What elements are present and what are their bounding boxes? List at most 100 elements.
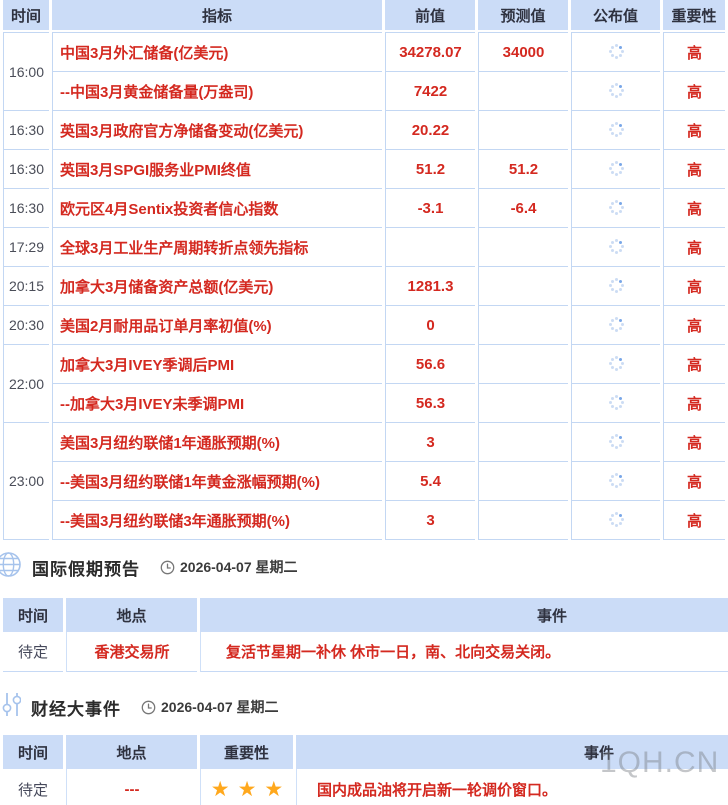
events-section-header: 财经大事件 2026-04-07 星期二 bbox=[0, 691, 728, 723]
holiday-section-header: 国际假期预告 2026-04-07 星期二 bbox=[0, 551, 728, 583]
table-row: 20:30 美国2月耐用品订单月率初值(%) 0 高 bbox=[3, 306, 725, 345]
prev-value-cell: 56.3 bbox=[385, 384, 475, 423]
table-row: --美国3月纽约联储3年通胀预期(%) 3 高 bbox=[3, 501, 725, 540]
prev-value-cell: 5.4 bbox=[385, 462, 475, 501]
col-header-importance: 重要性 bbox=[200, 735, 293, 769]
prev-value-cell: 34278.07 bbox=[385, 32, 475, 72]
published-value-cell bbox=[571, 72, 660, 111]
table-row: 16:30 欧元区4月Sentix投资者信心指数 -3.1 -6.4 高 bbox=[3, 189, 725, 228]
table-row: 16:00 中国3月外汇储备(亿美元) 34278.07 34000 高 bbox=[3, 32, 725, 111]
published-value-cell bbox=[571, 32, 660, 72]
table-row: --美国3月纽约联储1年黄金涨幅预期(%) 5.4 高 bbox=[3, 462, 725, 501]
loading-spinner-icon bbox=[608, 394, 625, 411]
published-value-cell bbox=[571, 267, 660, 306]
published-value-cell bbox=[571, 111, 660, 150]
time-cell: 20:30 bbox=[3, 306, 49, 345]
published-value-cell bbox=[571, 345, 660, 384]
place-cell: 香港交易所 bbox=[66, 632, 197, 672]
time-cell: 20:15 bbox=[3, 267, 49, 306]
indicator-cell: 中国3月外汇储备(亿美元) bbox=[52, 32, 382, 72]
prev-value-cell bbox=[385, 228, 475, 267]
section-date: 2026-04-07 星期二 bbox=[141, 697, 279, 717]
star-icon: ★★★ bbox=[200, 769, 293, 805]
table-row: 20:15 加拿大3月储备资产总额(亿美元) 1281.3 高 bbox=[3, 267, 725, 306]
indicator-cell: 全球3月工业生产周期转折点领先指标 bbox=[52, 228, 382, 267]
loading-spinner-icon bbox=[608, 277, 625, 294]
indicator-cell: --中国3月黄金储备量(万盎司) bbox=[52, 72, 382, 111]
published-value-cell bbox=[571, 150, 660, 189]
importance-cell: 高 bbox=[663, 228, 725, 267]
col-header-indicator: 指标 bbox=[52, 0, 382, 30]
published-value-cell bbox=[571, 189, 660, 228]
col-header-place: 地点 bbox=[66, 598, 197, 632]
table-row: --加拿大3月IVEY未季调PMI 56.3 高 bbox=[3, 384, 725, 423]
loading-spinner-icon bbox=[608, 199, 625, 216]
indicator-cell: 欧元区4月Sentix投资者信心指数 bbox=[52, 189, 382, 228]
importance-cell: 高 bbox=[663, 111, 725, 150]
published-value-cell bbox=[571, 462, 660, 501]
time-cell: 23:00 bbox=[3, 423, 49, 540]
col-header-event: 事件 bbox=[200, 598, 728, 632]
forecast-value-cell: 34000 bbox=[478, 32, 568, 72]
calendar-table: 16:00 中国3月外汇储备(亿美元) 34278.07 34000 高 --中… bbox=[0, 32, 728, 540]
prev-value-cell: 3 bbox=[385, 423, 475, 462]
events-table: 时间 地点 重要性 事件 待定 --- ★★★ 国内成品油将开启新一轮调价窗口。 bbox=[0, 735, 728, 805]
loading-spinner-icon bbox=[608, 355, 625, 372]
published-value-cell bbox=[571, 228, 660, 267]
forecast-value-cell bbox=[478, 384, 568, 423]
clock-icon bbox=[160, 560, 175, 574]
table-row: 待定 --- ★★★ 国内成品油将开启新一轮调价窗口。 bbox=[3, 769, 728, 805]
indicator-cell: 加拿大3月储备资产总额(亿美元) bbox=[52, 267, 382, 306]
forecast-value-cell bbox=[478, 462, 568, 501]
prev-value-cell: 51.2 bbox=[385, 150, 475, 189]
importance-cell: 高 bbox=[663, 501, 725, 540]
indicator-cell: --美国3月纽约联储1年黄金涨幅预期(%) bbox=[52, 462, 382, 501]
loading-spinner-icon bbox=[608, 433, 625, 450]
published-value-cell bbox=[571, 423, 660, 462]
col-header-forecast: 预测值 bbox=[478, 0, 568, 30]
section-date: 2026-04-07 星期二 bbox=[160, 557, 298, 577]
col-header-time: 时间 bbox=[3, 735, 63, 769]
col-header-importance: 重要性 bbox=[663, 0, 725, 30]
globe-icon bbox=[0, 551, 22, 583]
forecast-value-cell bbox=[478, 345, 568, 384]
time-cell: 16:30 bbox=[3, 111, 49, 150]
col-header-place: 地点 bbox=[66, 735, 197, 769]
table-row: 待定 香港交易所 复活节星期一补休 休市一日，南、北向交易关闭。 bbox=[3, 632, 728, 672]
loading-spinner-icon bbox=[608, 82, 625, 99]
col-header-time: 时间 bbox=[3, 0, 49, 30]
loading-spinner-icon bbox=[608, 472, 625, 489]
forecast-value-cell bbox=[478, 267, 568, 306]
table-row: 16:30 英国3月SPGI服务业PMI终值 51.2 51.2 高 bbox=[3, 150, 725, 189]
table-row: 23:00 美国3月纽约联储1年通胀预期(%) 3 高 bbox=[3, 423, 725, 540]
loading-spinner-icon bbox=[608, 160, 625, 177]
table-row: --中国3月黄金储备量(万盎司) 7422 高 bbox=[3, 72, 725, 111]
time-cell: 16:30 bbox=[3, 150, 49, 189]
importance-cell: 高 bbox=[663, 189, 725, 228]
place-cell: --- bbox=[66, 769, 197, 805]
time-cell: 16:00 bbox=[3, 32, 49, 111]
importance-cell: 高 bbox=[663, 72, 725, 111]
forecast-value-cell bbox=[478, 111, 568, 150]
finance-events-icon bbox=[0, 691, 22, 723]
section-date-text: 2026-04-07 星期二 bbox=[180, 559, 298, 575]
loading-spinner-icon bbox=[608, 43, 625, 60]
published-value-cell bbox=[571, 501, 660, 540]
event-cell: 复活节星期一补休 休市一日，南、北向交易关闭。 bbox=[200, 632, 728, 672]
indicator-cell: --美国3月纽约联储3年通胀预期(%) bbox=[52, 501, 382, 540]
section-title: 财经大事件 bbox=[31, 699, 121, 719]
forecast-value-cell bbox=[478, 72, 568, 111]
col-header-published: 公布值 bbox=[571, 0, 660, 30]
table-row: 17:29 全球3月工业生产周期转折点领先指标 高 bbox=[3, 228, 725, 267]
importance-cell: 高 bbox=[663, 267, 725, 306]
indicator-cell: 美国2月耐用品订单月率初值(%) bbox=[52, 306, 382, 345]
holiday-table: 时间 地点 事件 待定 香港交易所 复活节星期一补休 休市一日，南、北向交易关闭… bbox=[0, 598, 728, 672]
importance-cell: 高 bbox=[663, 384, 725, 423]
importance-cell: 高 bbox=[663, 150, 725, 189]
indicator-cell: 美国3月纽约联储1年通胀预期(%) bbox=[52, 423, 382, 462]
section-title: 国际假期预告 bbox=[32, 559, 140, 579]
table-row: 16:30 英国3月政府官方净储备变动(亿美元) 20.22 高 bbox=[3, 111, 725, 150]
clock-icon bbox=[141, 700, 156, 714]
prev-value-cell: 3 bbox=[385, 501, 475, 540]
